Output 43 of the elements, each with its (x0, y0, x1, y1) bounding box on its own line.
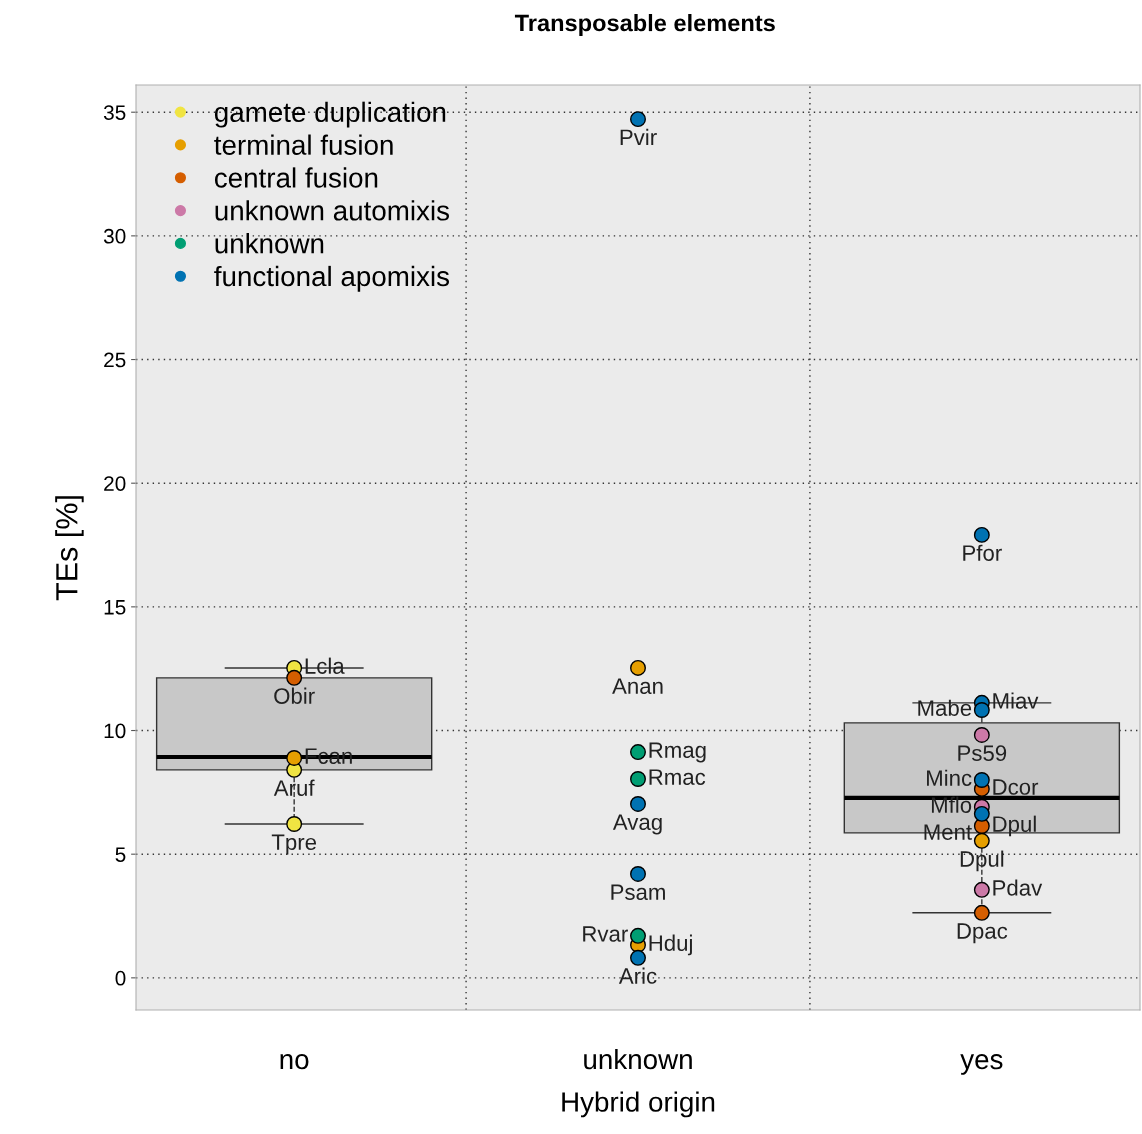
annotation: Dcor (993, 779, 1039, 795)
annotation: Pfor (963, 544, 1002, 561)
annotation: Aruf (273, 779, 315, 796)
y-tick-label: 25 (104, 352, 126, 368)
annotation: Dpul (993, 815, 1036, 837)
annotation: Anan (612, 678, 663, 694)
y-tick-label: 10 (104, 723, 126, 739)
x-tick-label: no (280, 1054, 309, 1070)
legend-label: central fusion (214, 167, 378, 188)
y-axis-title: TEs [%] (55, 496, 84, 601)
annotation: Mabe (918, 699, 972, 716)
annotation: Mflo (931, 796, 972, 813)
chart-title: Transposable elements (514, 14, 775, 36)
annotation: Obir (274, 687, 315, 704)
annotation: Minc (927, 769, 972, 786)
y-tick-label: 35 (103, 105, 126, 120)
y-tick-label: 0 (115, 970, 126, 986)
annotation: Dpac (957, 923, 1008, 944)
legend-label: gamete duplication (214, 101, 446, 128)
legend-label: functional apomixis (214, 265, 450, 292)
annotation: Pdav (993, 879, 1043, 896)
annotation: Rmac (649, 769, 706, 785)
annotation: Rmag (649, 742, 706, 763)
x-axis-title: Hybrid origin (562, 1091, 715, 1118)
y-tick-label: 5 (115, 847, 126, 862)
annotation: Ps59 (958, 745, 1007, 762)
annotation: Psam (611, 884, 665, 901)
y-tick-label: 30 (103, 228, 126, 244)
legend-label: unknown (215, 233, 324, 254)
x-tick-label: yes (960, 1054, 1003, 1075)
annotation: Hduj (649, 934, 692, 956)
legend-label: unknown automixis (215, 200, 450, 221)
legend-label: terminal fusion (214, 134, 393, 155)
annotation: Fcan (305, 748, 352, 764)
annotation: Pvir (620, 128, 657, 145)
x-tick-label: unknown (584, 1048, 692, 1070)
annotation: Rvar (583, 926, 628, 942)
y-tick-label: 15 (104, 600, 126, 615)
annotation: Dpul (960, 850, 1004, 872)
y-tick-label: 20 (104, 476, 126, 491)
annotation: Aric (618, 967, 657, 984)
annotation: Tpre (271, 834, 317, 855)
annotation: Avag (612, 814, 662, 835)
